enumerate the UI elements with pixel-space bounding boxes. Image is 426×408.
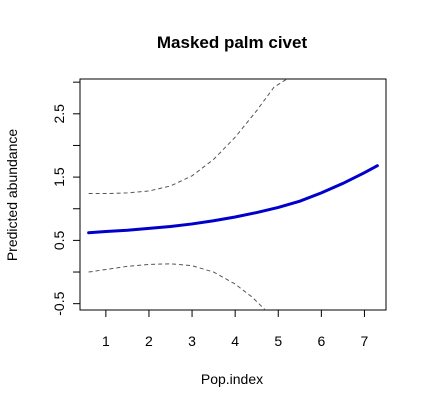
- y-tick-label: -0.5: [51, 291, 67, 315]
- chart-title: Masked palm civet: [157, 33, 308, 52]
- x-tick-label: 3: [188, 333, 196, 349]
- y-axis-label: Predicted abundance: [4, 129, 20, 262]
- y-tick-label: 1.5: [51, 167, 67, 187]
- x-axis-label: Pop.index: [201, 371, 263, 387]
- x-tick-label: 6: [317, 333, 325, 349]
- series-layer: [87, 79, 379, 310]
- x-tick-label: 4: [231, 333, 239, 349]
- lower-ci-line: [88, 263, 266, 310]
- x-axis: 1 2 3 4 5 6 7: [102, 310, 369, 349]
- y-tick-label: 0.5: [51, 230, 67, 250]
- plot-frame: [79, 78, 387, 311]
- fit-line: [87, 164, 379, 235]
- x-tick-label: 7: [361, 333, 369, 349]
- x-tick-label: 1: [102, 333, 110, 349]
- x-tick-label: 5: [274, 333, 282, 349]
- y-tick-label: 2.5: [51, 104, 67, 124]
- x-tick-label: 2: [145, 333, 153, 349]
- y-axis: -0.5 0.5 1.5 2.5: [51, 81, 80, 316]
- upper-ci-line: [88, 79, 288, 195]
